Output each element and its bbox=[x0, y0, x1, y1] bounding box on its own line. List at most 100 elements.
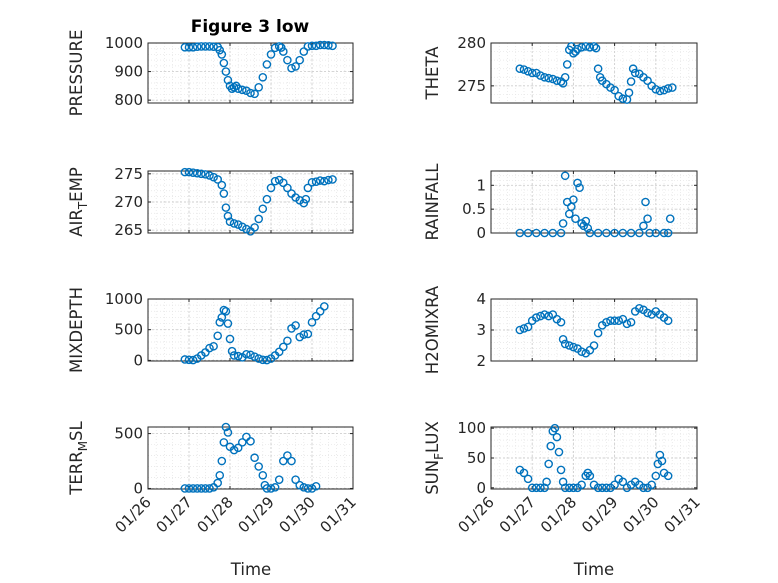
data-point bbox=[618, 477, 628, 487]
data-point bbox=[544, 459, 553, 469]
data-point bbox=[647, 480, 656, 490]
data-point bbox=[188, 484, 198, 493]
data-point bbox=[291, 62, 300, 71]
data-point bbox=[523, 474, 533, 484]
data-point bbox=[229, 445, 239, 455]
data-point bbox=[311, 41, 321, 51]
data-point bbox=[262, 355, 272, 365]
data-point bbox=[319, 302, 329, 311]
y-axis-label: RAINFALL bbox=[423, 163, 442, 241]
axes-frame bbox=[147, 42, 354, 104]
data-point bbox=[532, 483, 541, 493]
data-point bbox=[577, 42, 586, 52]
panel-6: 2 3 4 H2OMIXRA bbox=[423, 285, 698, 374]
data-point bbox=[258, 72, 268, 82]
panel-2: 275 280 THETA bbox=[423, 34, 698, 104]
data-point bbox=[213, 331, 222, 341]
data-point bbox=[229, 82, 239, 92]
y-tick-label: 1000 bbox=[105, 290, 143, 308]
x-tick-label: 01/28 bbox=[537, 493, 580, 536]
data-point bbox=[577, 347, 586, 357]
y-tick-label: 4 bbox=[476, 290, 486, 308]
data-point bbox=[564, 341, 574, 350]
data-point bbox=[278, 456, 288, 466]
data-point bbox=[628, 64, 638, 74]
data-point bbox=[663, 84, 673, 93]
data-point bbox=[622, 319, 632, 329]
data-point bbox=[188, 355, 198, 365]
y-tick-label: 0 bbox=[133, 351, 143, 369]
data-point bbox=[523, 322, 533, 332]
data-point bbox=[573, 44, 582, 54]
x-axis-label-right: Time bbox=[573, 560, 614, 579]
x-tick-label: 01/29 bbox=[235, 493, 278, 536]
data-point bbox=[192, 168, 202, 178]
data-point bbox=[219, 58, 229, 68]
x-tick-label: 01/31 bbox=[661, 493, 704, 536]
data-point bbox=[219, 189, 229, 198]
data-point bbox=[643, 76, 652, 86]
data-point bbox=[254, 82, 264, 92]
x-tick-label: 01/31 bbox=[317, 493, 360, 536]
data-point bbox=[663, 471, 673, 481]
data-point bbox=[233, 84, 243, 94]
data-point bbox=[550, 423, 560, 433]
data-point bbox=[274, 347, 284, 357]
data-point bbox=[299, 47, 309, 56]
data-point bbox=[258, 355, 268, 365]
data-point bbox=[184, 355, 194, 365]
data-point bbox=[527, 483, 537, 493]
y-tick-label: 275 bbox=[114, 165, 143, 183]
data-point bbox=[201, 484, 210, 493]
data-point bbox=[307, 484, 317, 493]
y-tick-label: 900 bbox=[114, 63, 143, 81]
x-tick-label: 01/30 bbox=[276, 493, 319, 536]
data-point bbox=[299, 330, 309, 339]
data-point bbox=[593, 483, 603, 493]
data-point bbox=[221, 203, 231, 212]
data-point bbox=[562, 60, 572, 69]
x-tick-label: 01/27 bbox=[496, 493, 539, 536]
data-point bbox=[303, 183, 313, 193]
data-point bbox=[266, 484, 276, 493]
data-point bbox=[184, 42, 194, 52]
data-point bbox=[188, 168, 198, 177]
data-point bbox=[246, 350, 255, 360]
x-tick-label: 01/28 bbox=[194, 493, 237, 536]
data-point bbox=[213, 175, 222, 184]
data-point bbox=[315, 306, 325, 316]
axes-frame bbox=[147, 426, 354, 490]
data-point bbox=[274, 475, 284, 484]
data-point bbox=[217, 180, 227, 190]
data-point bbox=[270, 43, 280, 53]
data-point bbox=[217, 456, 227, 466]
data-point bbox=[262, 484, 272, 493]
data-point bbox=[278, 178, 288, 188]
data-point bbox=[591, 43, 601, 53]
data-point bbox=[196, 42, 206, 51]
data-point bbox=[196, 484, 206, 493]
y-tick-label: 500 bbox=[114, 425, 143, 443]
data-point bbox=[303, 484, 313, 493]
data-point bbox=[287, 456, 296, 466]
data-point bbox=[242, 349, 251, 359]
data-point bbox=[618, 94, 628, 104]
data-point bbox=[250, 352, 259, 362]
data-point bbox=[303, 329, 313, 339]
data-point bbox=[242, 224, 251, 234]
data-point bbox=[254, 214, 264, 224]
data-point bbox=[651, 228, 661, 238]
data-point bbox=[246, 88, 255, 98]
data-point bbox=[209, 172, 218, 182]
data-point bbox=[573, 178, 582, 188]
data-point bbox=[556, 465, 566, 475]
data-point bbox=[180, 484, 190, 493]
data-point bbox=[581, 42, 591, 51]
data-point bbox=[221, 67, 231, 76]
data-point bbox=[602, 228, 611, 238]
data-point bbox=[635, 228, 644, 238]
data-point bbox=[311, 177, 321, 187]
data-point bbox=[542, 477, 551, 487]
panel-3: 265 270 275 AIRTEMP bbox=[67, 165, 354, 239]
